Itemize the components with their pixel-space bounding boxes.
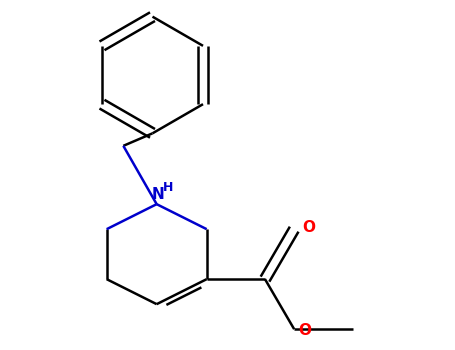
Text: O: O [303, 220, 315, 235]
Text: O: O [298, 323, 311, 338]
Text: N: N [152, 187, 165, 202]
Text: H: H [163, 181, 173, 194]
